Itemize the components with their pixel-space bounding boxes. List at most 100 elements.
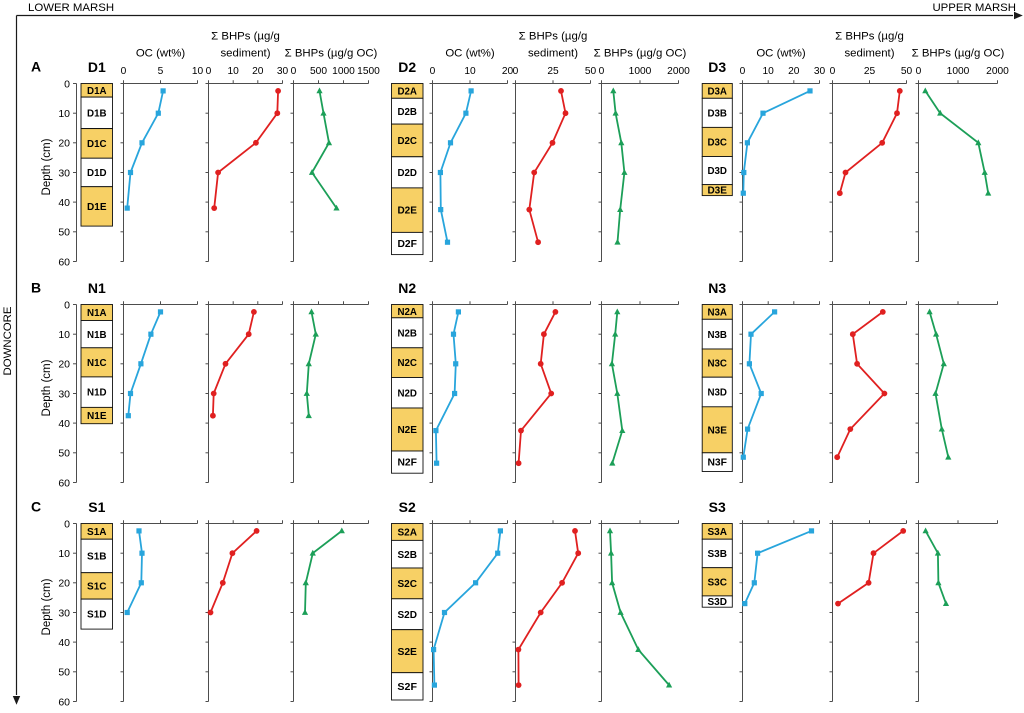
svg-text:C: C (31, 499, 41, 515)
svg-text:S3B: S3B (707, 549, 727, 560)
svg-text:N3: N3 (708, 280, 726, 296)
svg-text:30: 30 (58, 167, 70, 179)
svg-text:25: 25 (547, 66, 559, 77)
svg-text:D2: D2 (398, 59, 416, 75)
svg-text:S1B: S1B (87, 552, 107, 563)
svg-text:20: 20 (252, 66, 264, 77)
svg-text:20: 20 (58, 138, 70, 150)
svg-text:2000: 2000 (667, 66, 690, 77)
svg-text:OC (wt%): OC (wt%) (756, 48, 806, 60)
svg-text:0: 0 (64, 518, 70, 530)
svg-text:50: 50 (901, 66, 913, 77)
svg-text:N3D: N3D (707, 388, 727, 399)
svg-text:N2E: N2E (397, 425, 417, 436)
svg-text:D1C: D1C (87, 139, 107, 150)
svg-text:10: 10 (192, 66, 204, 77)
svg-text:D1E: D1E (87, 202, 107, 213)
svg-text:N2A: N2A (397, 307, 417, 318)
svg-text:20: 20 (58, 359, 70, 371)
svg-text:N3B: N3B (707, 330, 727, 341)
svg-text:D1D: D1D (87, 168, 107, 179)
svg-text:S3A: S3A (707, 527, 727, 538)
svg-text:D3A: D3A (707, 87, 727, 98)
svg-text:40: 40 (58, 197, 70, 209)
svg-text:D2E: D2E (397, 206, 417, 217)
svg-text:UPPER MARSH: UPPER MARSH (932, 2, 1016, 14)
svg-text:N2D: N2D (397, 388, 417, 399)
svg-text:0: 0 (916, 66, 922, 77)
svg-text:Depth (cm): Depth (cm) (41, 138, 53, 195)
svg-text:D2C: D2C (397, 136, 417, 147)
svg-text:OC (wt%): OC (wt%) (445, 48, 495, 60)
svg-text:Σ BHPs (µg/g OC): Σ BHPs (µg/g OC) (285, 48, 378, 60)
svg-text:N1: N1 (88, 280, 106, 296)
svg-text:S1A: S1A (87, 527, 107, 538)
svg-text:1000: 1000 (629, 66, 652, 77)
svg-text:N1C: N1C (87, 358, 107, 369)
svg-text:DOWNCORE: DOWNCORE (2, 306, 14, 375)
svg-text:S2C: S2C (397, 579, 417, 590)
svg-text:D1A: D1A (87, 86, 107, 97)
svg-text:0: 0 (599, 66, 605, 77)
svg-text:D2A: D2A (397, 87, 417, 98)
svg-text:30: 30 (58, 607, 70, 619)
svg-text:S3: S3 (709, 499, 726, 515)
svg-text:sediment): sediment) (220, 48, 270, 60)
svg-text:10: 10 (58, 548, 70, 560)
svg-text:S2D: S2D (397, 610, 417, 621)
svg-text:0: 0 (121, 66, 127, 77)
svg-text:30: 30 (58, 388, 70, 400)
svg-text:A: A (31, 59, 41, 75)
svg-text:5: 5 (158, 66, 164, 77)
svg-text:50: 50 (58, 667, 70, 679)
svg-text:LOWER MARSH: LOWER MARSH (28, 2, 114, 14)
svg-text:sediment): sediment) (844, 48, 894, 60)
svg-text:30: 30 (814, 66, 826, 77)
svg-text:0: 0 (291, 66, 297, 77)
svg-text:B: B (31, 280, 41, 296)
svg-text:20: 20 (58, 578, 70, 590)
svg-text:Depth (cm): Depth (cm) (41, 578, 53, 635)
svg-text:20: 20 (788, 66, 800, 77)
svg-text:30: 30 (277, 66, 289, 77)
svg-text:N1E: N1E (87, 411, 107, 422)
svg-text:N2: N2 (398, 280, 416, 296)
svg-text:N1D: N1D (87, 388, 107, 399)
svg-text:D3B: D3B (707, 109, 727, 120)
svg-text:D2B: D2B (397, 107, 417, 118)
svg-text:50: 50 (585, 66, 597, 77)
svg-text:0: 0 (513, 66, 519, 77)
svg-text:D1B: D1B (87, 109, 107, 120)
svg-text:0: 0 (740, 66, 746, 77)
svg-text:Σ BHPs (µg/g OC): Σ BHPs (µg/g OC) (912, 48, 1005, 60)
svg-text:10: 10 (58, 329, 70, 341)
svg-text:1000: 1000 (947, 66, 970, 77)
svg-text:0: 0 (64, 78, 70, 90)
svg-text:25: 25 (864, 66, 876, 77)
svg-text:D3E: D3E (707, 186, 727, 197)
svg-text:N1B: N1B (87, 330, 107, 341)
svg-text:10: 10 (763, 66, 775, 77)
svg-text:S2: S2 (399, 499, 416, 515)
svg-text:Σ BHPs (µg/g: Σ BHPs (µg/g (519, 31, 588, 43)
svg-text:N3E: N3E (707, 425, 727, 436)
svg-text:N3F: N3F (707, 458, 727, 469)
svg-text:S1D: S1D (87, 610, 107, 621)
svg-text:0: 0 (64, 299, 70, 311)
svg-text:1000: 1000 (332, 66, 355, 77)
svg-text:OC (wt%): OC (wt%) (136, 48, 186, 60)
svg-text:S1C: S1C (87, 582, 107, 593)
svg-text:60: 60 (58, 696, 70, 708)
svg-text:40: 40 (58, 637, 70, 649)
svg-text:S2E: S2E (397, 647, 417, 658)
svg-text:N3C: N3C (707, 359, 727, 370)
svg-text:0: 0 (830, 66, 836, 77)
svg-text:S2B: S2B (397, 550, 417, 561)
svg-text:S3C: S3C (707, 577, 727, 588)
svg-text:40: 40 (58, 418, 70, 430)
svg-text:N2B: N2B (397, 328, 417, 339)
svg-text:Depth (cm): Depth (cm) (41, 359, 53, 416)
svg-text:2000: 2000 (986, 66, 1009, 77)
svg-text:N2F: N2F (397, 458, 417, 469)
svg-text:N3A: N3A (707, 308, 727, 319)
